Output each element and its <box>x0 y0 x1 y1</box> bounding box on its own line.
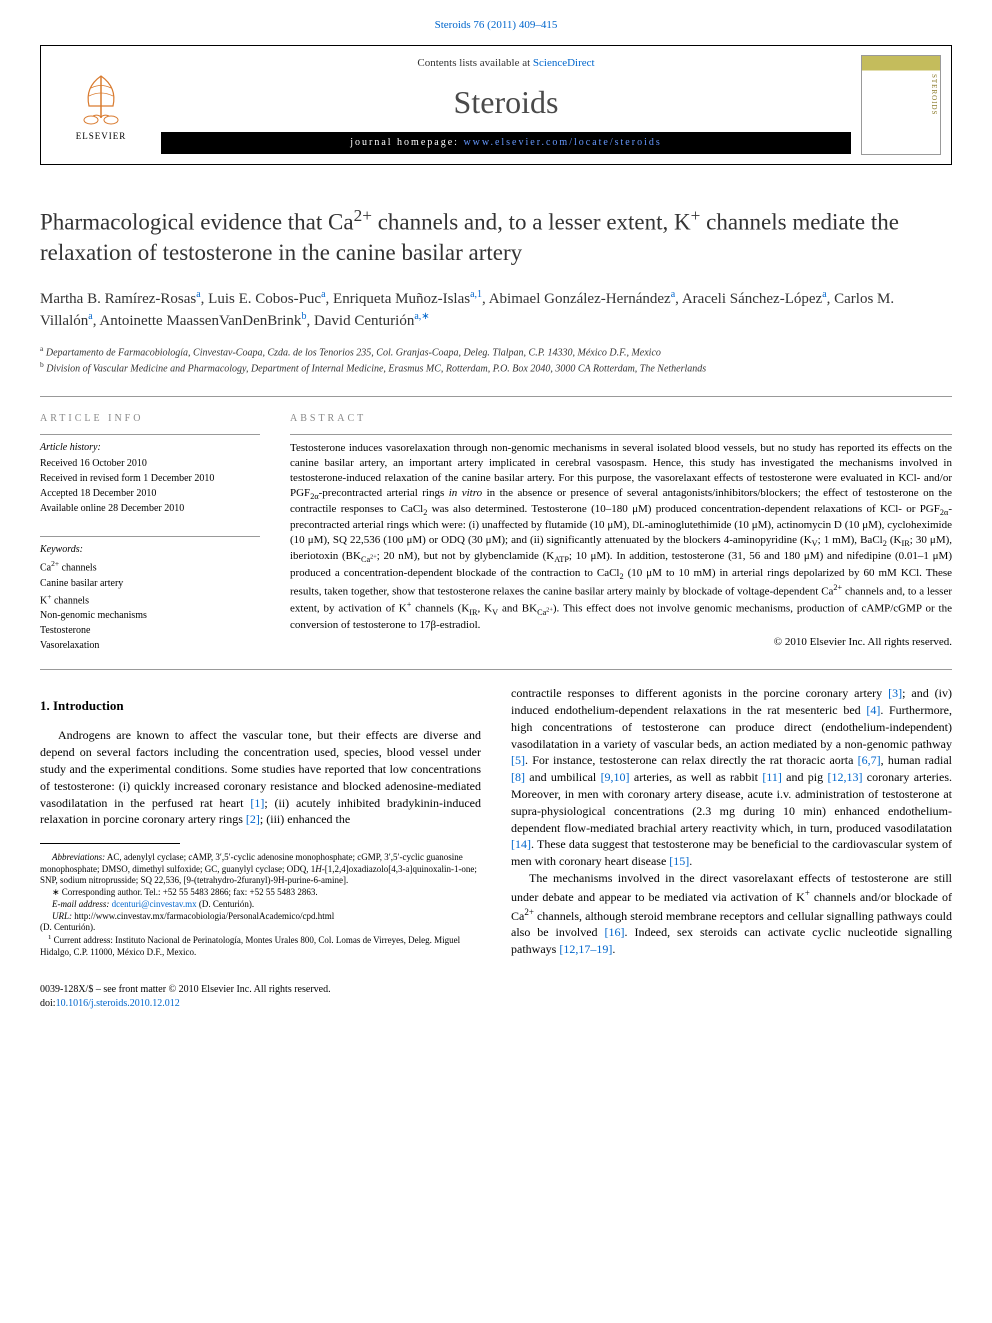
article-title: Pharmacological evidence that Ca2+ chann… <box>40 205 952 267</box>
article-info-column: article info Article history: Received 1… <box>40 412 260 654</box>
elsevier-tree-icon <box>71 68 131 128</box>
keyword-5: Testosterone <box>40 624 260 638</box>
footnotes: Abbreviations: AC, adenylyl cyclase; cAM… <box>40 852 481 958</box>
contents-available: Contents lists available at ScienceDirec… <box>161 56 851 71</box>
abstract-text: Testosterone induces vasorelaxation thro… <box>290 441 952 633</box>
abstract-copyright: © 2010 Elsevier Inc. All rights reserved… <box>290 635 952 650</box>
journal-homepage-bar: journal homepage: www.elsevier.com/locat… <box>161 132 851 154</box>
history-online: Available online 28 December 2010 <box>40 502 260 516</box>
article-history-heading: Article history: <box>40 441 260 455</box>
intro-para-3: The mechanisms involved in the direct va… <box>511 870 952 958</box>
elsevier-logo: ELSEVIER <box>51 55 151 155</box>
keyword-6: Vasorelaxation <box>40 639 260 653</box>
keyword-3: K+ channels <box>40 592 260 608</box>
cover-thumb-label: STEROIDS <box>928 74 938 115</box>
author-url: http://www.cinvestav.mx/farmacobiologia/… <box>74 911 334 921</box>
article-info-heading: article info <box>40 412 260 426</box>
current-address-note: Current address: Instituto Nacional de P… <box>40 935 460 957</box>
affiliation-a: a Departamento de Farmacobiología, Cinve… <box>40 344 952 360</box>
introduction-heading: 1. Introduction <box>40 697 481 715</box>
author-url-person: (D. Centurión). <box>40 922 481 934</box>
history-revised: Received in revised form 1 December 2010 <box>40 472 260 486</box>
affiliation-b: b Division of Vascular Medicine and Phar… <box>40 360 952 376</box>
abbreviations-note: Abbreviations: AC, adenylyl cyclase; cAM… <box>40 852 481 887</box>
bottom-meta: 0039-128X/$ – see front matter © 2010 El… <box>40 983 952 1011</box>
elsevier-label: ELSEVIER <box>76 130 127 143</box>
journal-name: Steroids <box>161 80 851 125</box>
journal-cover-thumb: STEROIDS <box>861 55 941 155</box>
history-received: Received 16 October 2010 <box>40 457 260 471</box>
intro-para-2: contractile responses to different agoni… <box>511 685 952 870</box>
abstract-column: abstract Testosterone induces vasorelaxa… <box>290 412 952 654</box>
keyword-1: Ca2+ channels <box>40 559 260 575</box>
keyword-4: Non-genomic mechanisms <box>40 609 260 623</box>
corresponding-email-link[interactable]: dcenturi@cinvestav.mx <box>112 899 197 909</box>
keyword-2: Canine basilar artery <box>40 577 260 591</box>
keywords-heading: Keywords: <box>40 543 260 557</box>
affiliations: a Departamento de Farmacobiología, Cinve… <box>40 344 952 377</box>
doi-link[interactable]: 10.1016/j.steroids.2010.12.012 <box>56 998 180 1009</box>
corresponding-author-note: ∗ Corresponding author. Tel.: +52 55 548… <box>40 887 481 899</box>
running-citation: Steroids 76 (2011) 409–415 <box>0 0 992 45</box>
journal-header: ELSEVIER Contents lists available at Sci… <box>40 45 952 165</box>
sciencedirect-link[interactable]: ScienceDirect <box>533 57 595 69</box>
author-list: Martha B. Ramírez-Rosasa, Luis E. Cobos-… <box>40 288 952 332</box>
front-matter-line: 0039-128X/$ – see front matter © 2010 El… <box>40 983 952 997</box>
intro-para-1: Androgens are known to affect the vascul… <box>40 727 481 828</box>
abstract-heading: abstract <box>290 412 952 426</box>
history-accepted: Accepted 18 December 2010 <box>40 487 260 501</box>
journal-homepage-link[interactable]: www.elsevier.com/locate/steroids <box>463 137 661 148</box>
